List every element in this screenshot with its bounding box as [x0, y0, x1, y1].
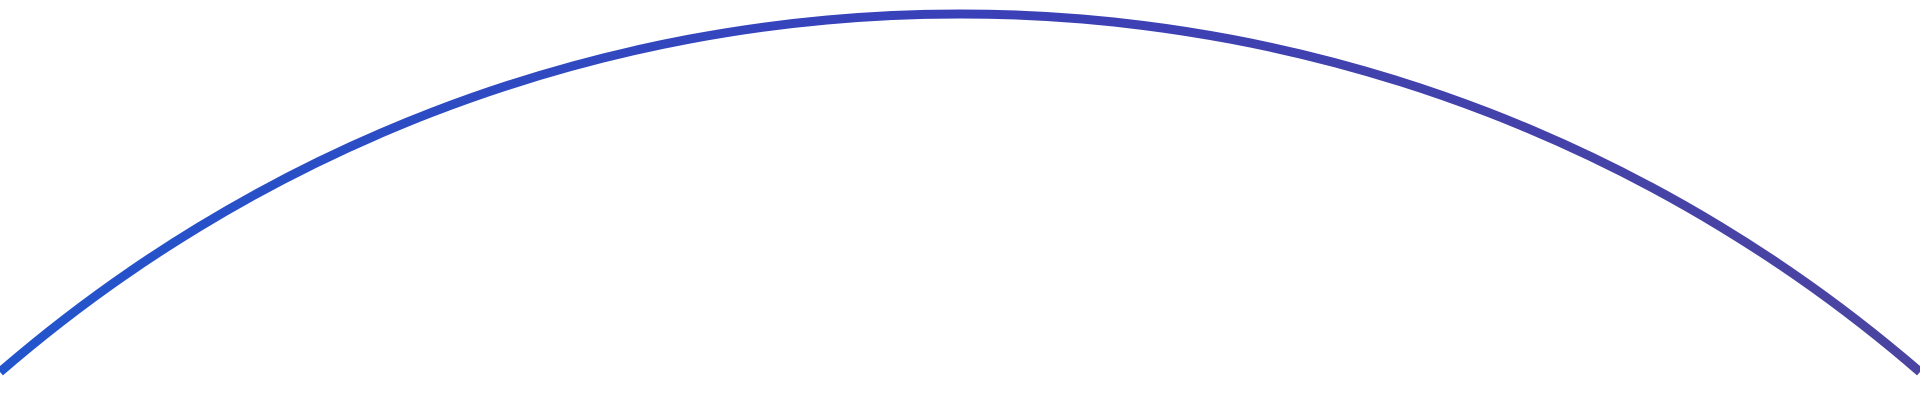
- arc-curve: [0, 9, 1920, 376]
